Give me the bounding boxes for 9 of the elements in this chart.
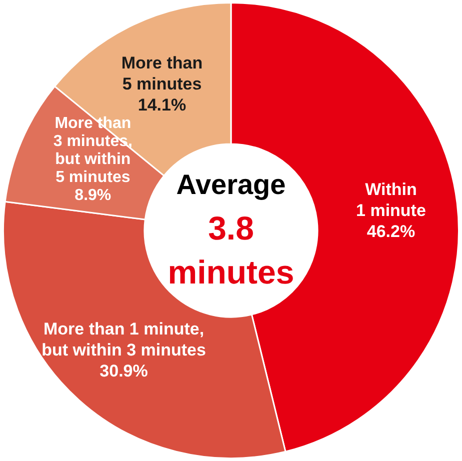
- data-label: 30.9%: [100, 361, 148, 380]
- data-label: 46.2%: [366, 222, 416, 241]
- text: 3.8 minutes: [168, 210, 294, 291]
- data-label: 8.9%: [74, 187, 112, 204]
- text: Average: [176, 169, 286, 200]
- data-label: 14.1%: [138, 96, 186, 115]
- slice-label: Within 1 minute: [356, 180, 426, 220]
- slice-label: More than 5 minutes: [121, 54, 203, 94]
- slice-label: More than 1 minute, but within 3 minutes: [42, 319, 206, 360]
